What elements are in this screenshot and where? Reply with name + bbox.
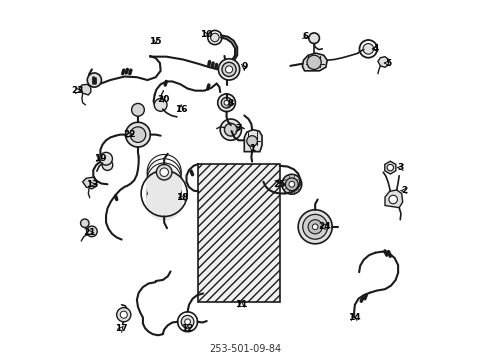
Circle shape bbox=[312, 224, 318, 230]
Circle shape bbox=[289, 181, 294, 187]
Circle shape bbox=[389, 195, 397, 204]
Circle shape bbox=[225, 66, 233, 73]
Text: 10: 10 bbox=[200, 30, 212, 39]
Polygon shape bbox=[378, 57, 389, 67]
Circle shape bbox=[87, 73, 101, 87]
Text: 4: 4 bbox=[373, 44, 379, 53]
Circle shape bbox=[222, 62, 236, 77]
Text: 6: 6 bbox=[303, 32, 309, 41]
Circle shape bbox=[363, 44, 374, 54]
Text: 8: 8 bbox=[228, 99, 234, 108]
Circle shape bbox=[102, 160, 113, 170]
Text: 14: 14 bbox=[348, 313, 361, 322]
Text: 20: 20 bbox=[157, 95, 170, 104]
Polygon shape bbox=[302, 53, 327, 71]
Text: 23: 23 bbox=[72, 86, 84, 95]
Text: 13: 13 bbox=[86, 180, 98, 189]
Circle shape bbox=[282, 174, 302, 194]
Polygon shape bbox=[385, 190, 403, 208]
Polygon shape bbox=[79, 84, 91, 95]
Circle shape bbox=[117, 307, 131, 322]
Circle shape bbox=[178, 312, 197, 332]
Text: 22: 22 bbox=[123, 130, 136, 139]
Text: 1: 1 bbox=[249, 144, 255, 153]
Circle shape bbox=[221, 98, 232, 108]
Circle shape bbox=[308, 220, 322, 234]
Polygon shape bbox=[245, 130, 262, 152]
Circle shape bbox=[80, 219, 89, 228]
Text: 18: 18 bbox=[175, 193, 188, 202]
Circle shape bbox=[247, 136, 257, 146]
Text: 16: 16 bbox=[175, 105, 188, 114]
Circle shape bbox=[208, 31, 222, 45]
Text: 12: 12 bbox=[181, 324, 194, 333]
Circle shape bbox=[99, 152, 112, 165]
Circle shape bbox=[307, 55, 321, 69]
Circle shape bbox=[218, 94, 235, 112]
Circle shape bbox=[309, 33, 319, 44]
Text: 253-501-09-84: 253-501-09-84 bbox=[209, 345, 281, 355]
Text: 17: 17 bbox=[115, 324, 128, 333]
Circle shape bbox=[285, 178, 298, 191]
Polygon shape bbox=[385, 161, 396, 174]
Circle shape bbox=[156, 165, 172, 180]
Text: 19: 19 bbox=[94, 154, 107, 163]
Circle shape bbox=[146, 166, 183, 203]
Circle shape bbox=[220, 119, 242, 140]
Text: 3: 3 bbox=[398, 163, 404, 172]
Circle shape bbox=[360, 40, 377, 58]
Text: 9: 9 bbox=[241, 62, 247, 71]
Circle shape bbox=[224, 100, 229, 105]
Text: 11: 11 bbox=[235, 300, 248, 309]
Circle shape bbox=[181, 315, 194, 328]
Text: 25: 25 bbox=[273, 180, 286, 189]
Circle shape bbox=[211, 33, 219, 42]
Text: 21: 21 bbox=[83, 228, 96, 237]
Circle shape bbox=[303, 215, 328, 239]
Text: 15: 15 bbox=[149, 37, 162, 46]
Circle shape bbox=[219, 59, 240, 80]
Circle shape bbox=[160, 168, 169, 176]
Circle shape bbox=[87, 226, 97, 237]
Circle shape bbox=[154, 99, 167, 111]
Circle shape bbox=[130, 127, 146, 143]
Text: 7: 7 bbox=[235, 124, 242, 133]
Bar bbox=[198, 164, 280, 302]
Circle shape bbox=[146, 184, 183, 221]
Circle shape bbox=[298, 210, 332, 244]
Circle shape bbox=[120, 311, 127, 318]
Circle shape bbox=[185, 319, 191, 325]
Circle shape bbox=[224, 123, 237, 136]
Text: 2: 2 bbox=[401, 186, 408, 195]
Circle shape bbox=[132, 103, 145, 116]
Polygon shape bbox=[83, 177, 97, 189]
Circle shape bbox=[387, 165, 393, 171]
Circle shape bbox=[125, 122, 150, 147]
Text: 24: 24 bbox=[318, 222, 331, 231]
Text: 5: 5 bbox=[386, 59, 392, 68]
